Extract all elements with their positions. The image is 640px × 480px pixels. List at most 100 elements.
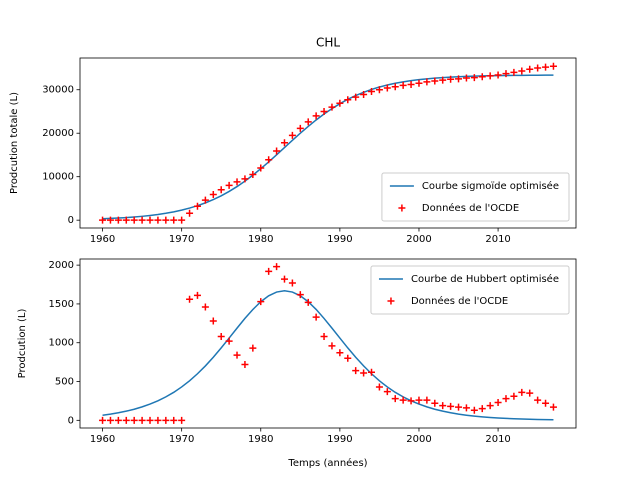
scatter-point xyxy=(447,402,455,410)
scatter-point xyxy=(502,70,510,78)
scatter-point xyxy=(360,369,368,377)
scatter-point xyxy=(486,402,494,410)
scatter-point xyxy=(344,354,352,362)
scatter-point xyxy=(99,416,107,424)
scatter-point xyxy=(439,76,447,84)
scatter-point xyxy=(233,351,241,359)
scatter-point xyxy=(478,73,486,81)
scatter-point xyxy=(439,402,447,410)
legend-box xyxy=(370,265,570,315)
legend: Courbe sigmoïde optimisée Données de l'OC… xyxy=(381,172,570,222)
scatter-point xyxy=(470,406,478,414)
legend-label: Données de l'OCDE xyxy=(411,295,508,307)
scatter-point xyxy=(209,191,217,199)
scatter-point xyxy=(328,103,336,111)
scatter-point xyxy=(455,75,463,83)
scatter-point xyxy=(368,368,376,376)
x-tick-label: 1990 xyxy=(327,234,352,245)
scatter-point xyxy=(542,399,550,407)
scatter-point xyxy=(193,202,201,210)
scatter-point xyxy=(534,64,542,72)
x-tick-label: 1980 xyxy=(248,234,273,245)
scatter-point xyxy=(193,291,201,299)
scatter-point xyxy=(399,81,407,89)
scatter-point xyxy=(423,396,431,404)
scatter-point xyxy=(320,107,328,115)
scatter-point xyxy=(431,399,439,407)
scatter-point xyxy=(273,263,281,271)
scatter-point xyxy=(407,397,415,405)
legend-swatch xyxy=(398,204,406,212)
scatter-point xyxy=(486,72,494,80)
x-tick-label: 1990 xyxy=(327,434,352,445)
scatter-point xyxy=(241,175,249,183)
x-tick-label: 2010 xyxy=(485,434,510,445)
scatter-point xyxy=(549,62,557,70)
legend-label: Données de l'OCDE xyxy=(422,202,519,214)
scatter-point xyxy=(368,87,376,95)
plot-marks xyxy=(102,289,554,421)
x-tick-label: 2010 xyxy=(485,234,510,245)
scatter-point xyxy=(122,216,130,224)
axes-frame xyxy=(79,258,577,429)
scatter-point xyxy=(447,75,455,83)
scatter-point xyxy=(265,267,273,275)
scatter-point xyxy=(280,139,288,147)
y-axis-label: Prodcution totale (L) xyxy=(9,92,20,194)
x-tick-label: 1970 xyxy=(169,234,194,245)
scatter-point xyxy=(526,389,534,397)
scatter-point xyxy=(130,216,138,224)
scatter-point xyxy=(178,416,186,424)
y-tick-label: 30000 xyxy=(42,85,74,96)
scatter-point xyxy=(296,124,304,132)
scatter-point xyxy=(328,342,336,350)
scatter-point xyxy=(304,298,312,306)
scatter-point xyxy=(201,196,209,204)
y-tick-label: 500 xyxy=(55,377,74,388)
scatter-point xyxy=(241,360,249,368)
scatter-point xyxy=(502,395,510,403)
scatter-point xyxy=(518,67,526,75)
scatter-point xyxy=(312,313,320,321)
y-axis-label: Prodcution (L) xyxy=(17,309,28,379)
scatter-point xyxy=(288,131,296,139)
scatter-point xyxy=(249,171,257,179)
scatter-point xyxy=(209,317,217,325)
x-tick-label: 2000 xyxy=(406,434,431,445)
scatter-point xyxy=(518,388,526,396)
scatter-point xyxy=(225,337,233,345)
y-tick-label: 20000 xyxy=(42,128,74,139)
scatter-point xyxy=(455,403,463,411)
scatter-point xyxy=(217,186,225,194)
scatter-point xyxy=(526,65,534,73)
scatter-point xyxy=(106,416,114,424)
scatter-point xyxy=(304,118,312,126)
y-tick-label: 1500 xyxy=(49,299,74,310)
scatter-point xyxy=(114,416,122,424)
scatter-point xyxy=(549,403,557,411)
legend: Courbe de Hubbert optimisée Données de l'… xyxy=(370,265,570,315)
scatter-point xyxy=(114,216,122,224)
scatter-point xyxy=(391,83,399,91)
scatter-point xyxy=(154,216,162,224)
scatter-point xyxy=(122,416,130,424)
scatter-point xyxy=(138,216,146,224)
scatter-point xyxy=(510,68,518,76)
scatter-point xyxy=(383,388,391,396)
scatter-point xyxy=(312,112,320,120)
scatter-point xyxy=(170,416,178,424)
x-tick-label: 1960 xyxy=(90,434,115,445)
legend-label: Courbe de Hubbert optimisée xyxy=(411,273,559,285)
scatter-point xyxy=(407,81,415,89)
legend-label: Courbe sigmoïde optimisée xyxy=(422,180,559,192)
scatter-point xyxy=(249,344,257,352)
scatter-point xyxy=(162,216,170,224)
y-tick-label: 1000 xyxy=(49,338,74,349)
scatter-point xyxy=(375,383,383,391)
scatter-point xyxy=(257,164,265,172)
scatter-point xyxy=(186,295,194,303)
scatter-point xyxy=(352,367,360,375)
scatter-point xyxy=(201,303,209,311)
scatter-point xyxy=(494,71,502,79)
